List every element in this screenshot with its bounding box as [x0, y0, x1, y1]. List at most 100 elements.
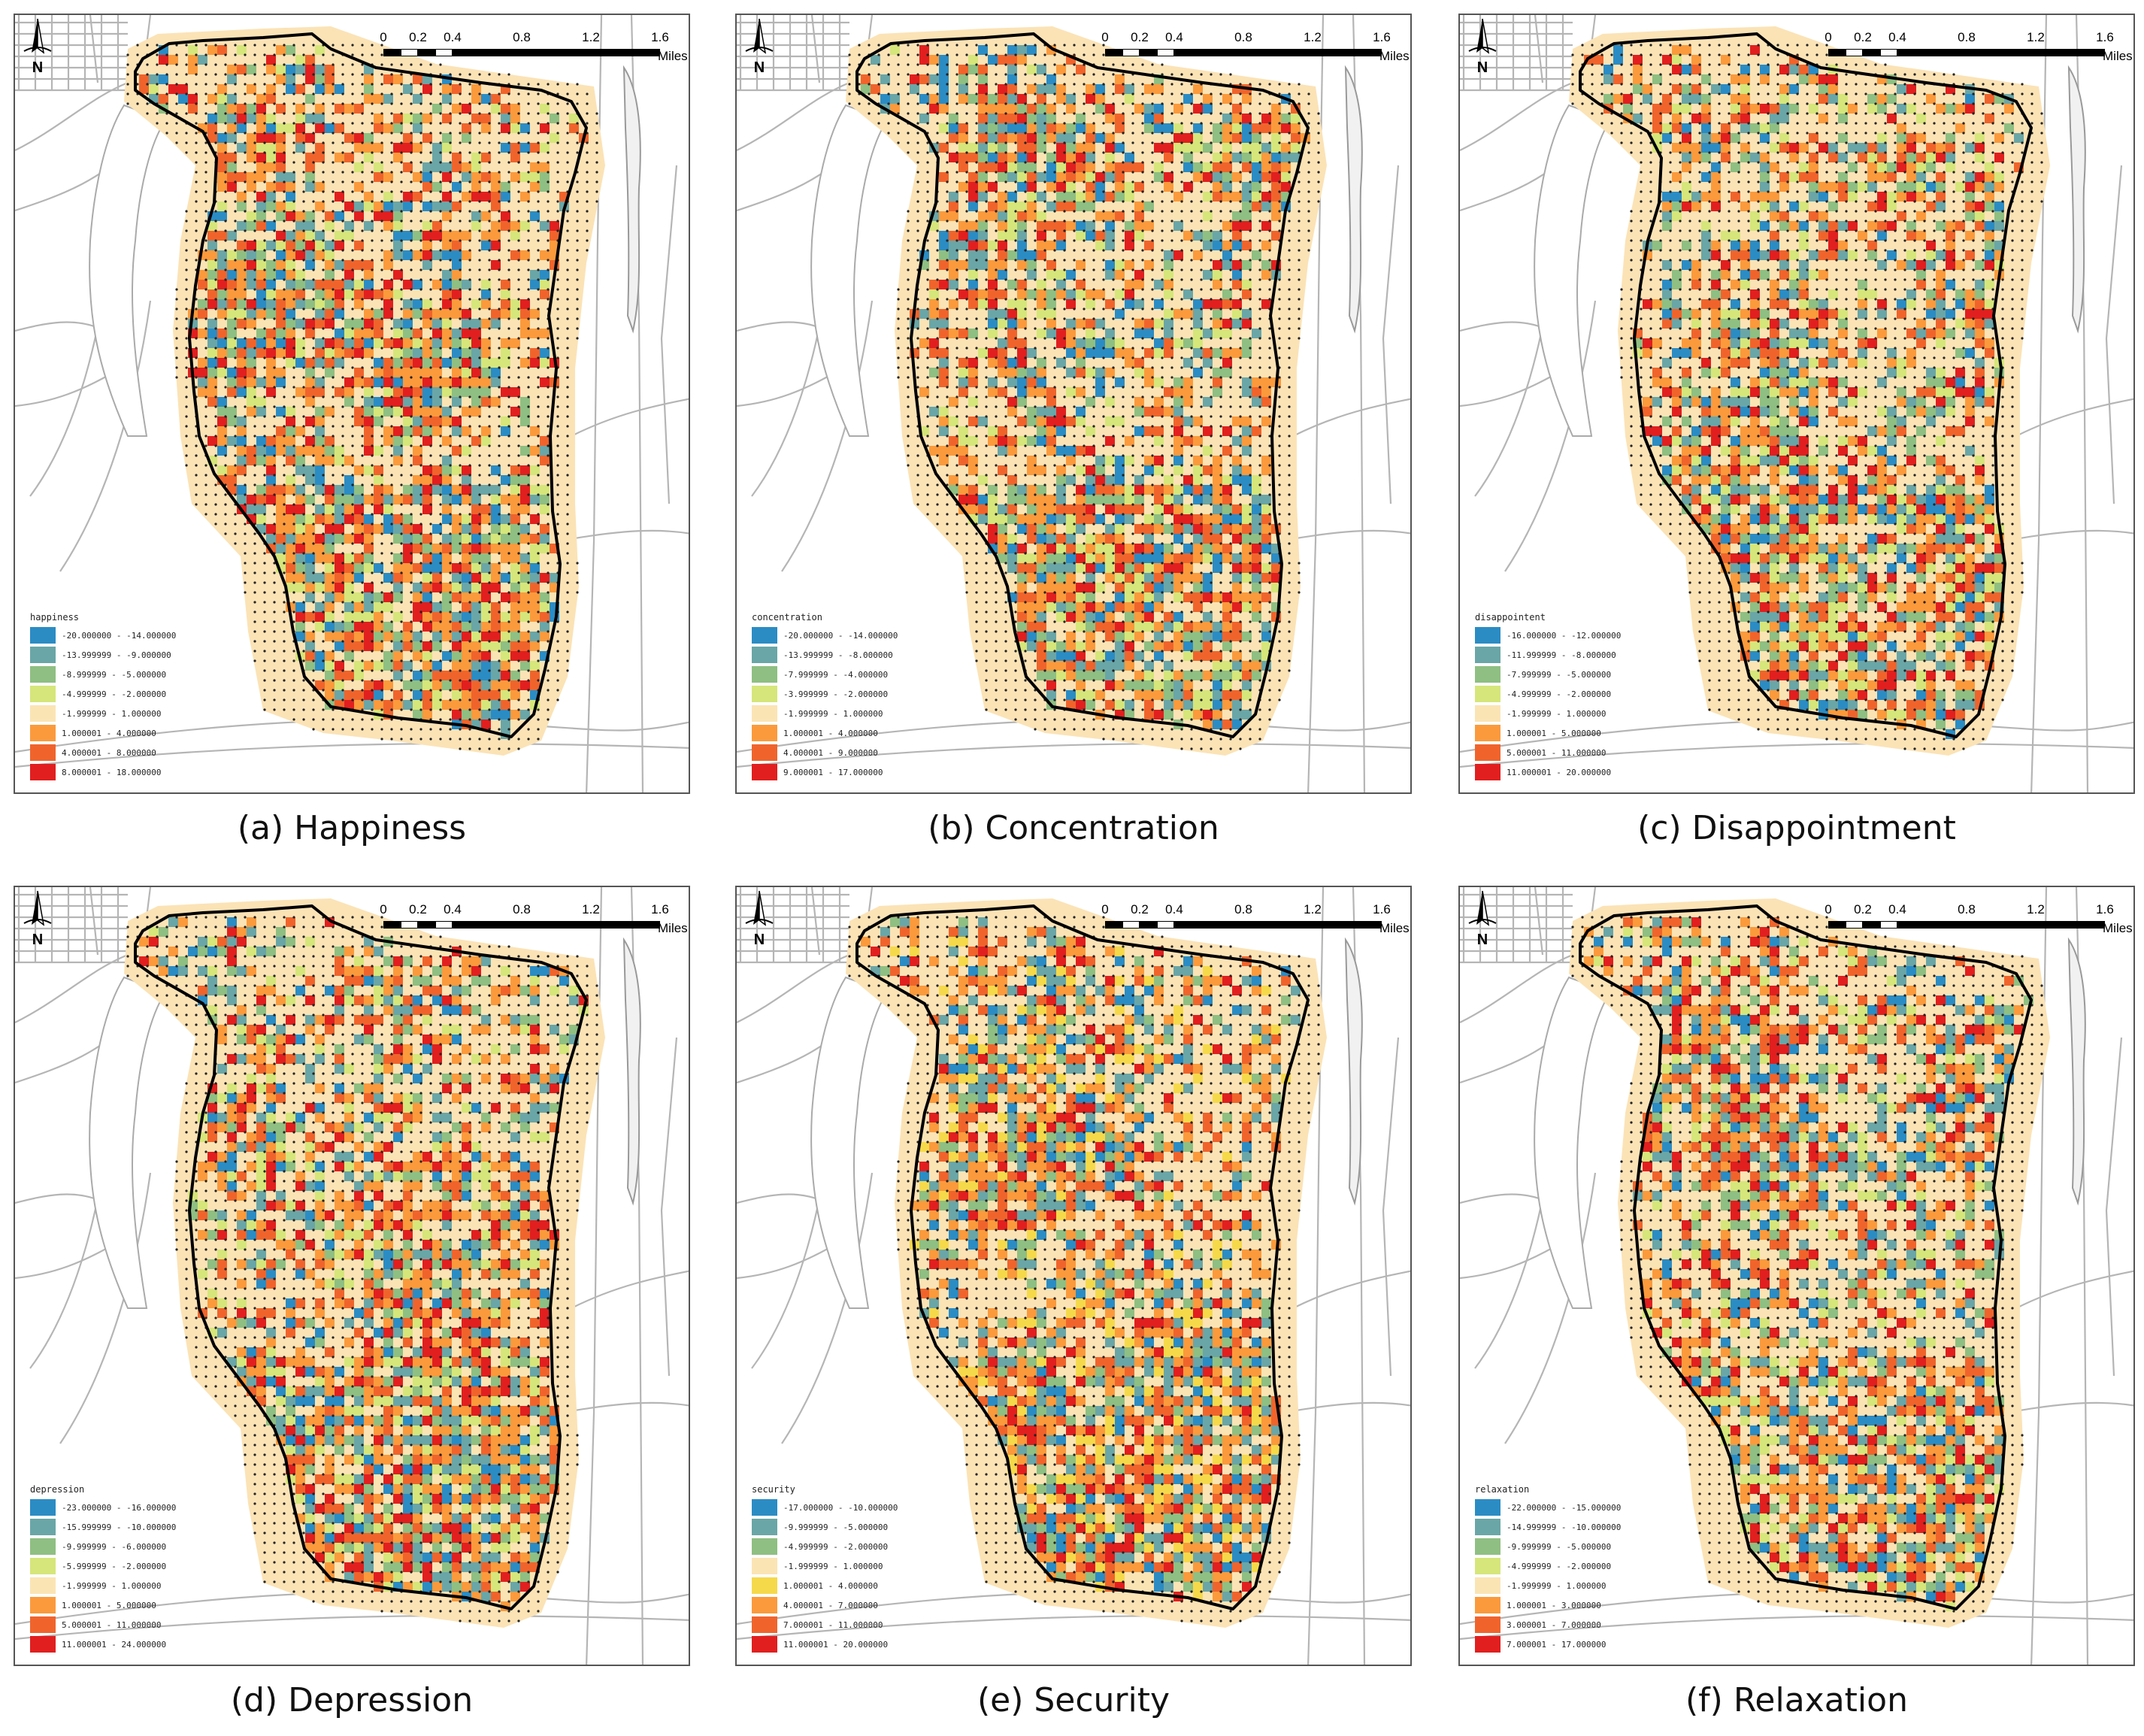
- scale-tick: 0.4: [444, 902, 462, 917]
- legend-swatch: [30, 1636, 56, 1653]
- scale-tick: 0.8: [1234, 30, 1252, 45]
- legend-swatch: [1475, 764, 1500, 780]
- scale-bar-segment: [591, 49, 660, 56]
- legend-label: 1.000001 - 3.000000: [1507, 1601, 1601, 1610]
- scale-tick: 0.8: [1958, 30, 1976, 45]
- sample-points: [126, 916, 598, 1622]
- legend-swatch: [752, 627, 777, 644]
- scale-bar-segment: [1313, 49, 1382, 56]
- legend-item: -22.000000 - -15.000000: [1475, 1498, 1663, 1517]
- legend-label: -4.999999 - -2.000000: [1507, 689, 1611, 699]
- scale-tick: 0.8: [1234, 902, 1252, 917]
- scale-tick: 0: [1101, 30, 1108, 45]
- scale-tick: 0.2: [409, 902, 427, 917]
- legend-label: 4.000001 - 8.000000: [62, 748, 156, 758]
- scale-bar-segment: [435, 49, 453, 56]
- legend-item: -4.999999 - -2.000000: [1475, 684, 1663, 704]
- legend-label: -13.999999 - -9.000000: [62, 650, 171, 660]
- hotspot-map: [15, 15, 689, 792]
- scale-bar-segment: [1880, 49, 1897, 56]
- legend-label: 5.000001 - 11.000000: [1507, 748, 1606, 758]
- scale-bar-segment: [435, 921, 453, 929]
- legend-label: -7.999999 - -5.000000: [1507, 670, 1611, 680]
- panel-caption: (e) Security: [735, 1681, 1412, 1719]
- legend-label: -4.999999 - -2.000000: [62, 689, 166, 699]
- legend-item: 1.000001 - 5.000000: [1475, 723, 1663, 743]
- scale-tick: 0: [1101, 902, 1108, 917]
- scale-bar-segment: [1313, 921, 1382, 929]
- legend: depression -23.000000 - -16.000000 -15.999…: [30, 1484, 218, 1654]
- scale-tick: 0: [1825, 902, 1831, 917]
- scale-unit: Miles: [2103, 49, 2133, 64]
- legend-label: 3.000001 - 7.000000: [1507, 1620, 1601, 1630]
- legend-item: -11.999999 - -8.000000: [1475, 645, 1663, 665]
- scale-bar-segment: [1243, 921, 1313, 929]
- legend-swatch: [1475, 705, 1500, 722]
- legend-swatch: [1475, 647, 1500, 663]
- legend-item: 5.000001 - 11.000000: [1475, 743, 1663, 762]
- legend-label: 9.000001 - 17.000000: [783, 768, 883, 777]
- legend-item: -15.999999 - -10.000000: [30, 1517, 218, 1537]
- north-label: N: [1477, 932, 1488, 947]
- legend: concentration -20.000000 - -14.000000 -13.…: [752, 612, 940, 782]
- legend-label: 11.000001 - 20.000000: [1507, 768, 1611, 777]
- legend-swatch: [752, 666, 777, 683]
- legend-label: 4.000001 - 9.000000: [783, 748, 878, 758]
- legend-item: -1.999999 - 1.000000: [30, 1576, 218, 1595]
- scale-bar-segment: [1122, 921, 1140, 929]
- panel-caption: (d) Depression: [14, 1681, 690, 1719]
- scale-tick: 1.2: [1304, 902, 1322, 917]
- scale-tick: 0.2: [1854, 902, 1872, 917]
- scale-bar-segment: [1828, 921, 1846, 929]
- north-label: N: [32, 932, 43, 947]
- study-area-boundary: [855, 32, 1310, 738]
- legend-item: -3.999999 - -2.000000: [752, 684, 940, 704]
- legend-swatch: [1475, 725, 1500, 741]
- legend-label: 7.000001 - 11.000000: [783, 1620, 883, 1630]
- scale-tick: 1.6: [651, 30, 669, 45]
- scale-bar-segment: [1157, 921, 1174, 929]
- study-area-boundary: [1579, 32, 2033, 738]
- legend-item: 1.000001 - 5.000000: [30, 1595, 218, 1615]
- north-label: N: [754, 59, 765, 75]
- legend-swatch: [1475, 666, 1500, 683]
- scale-bar-segment: [1846, 921, 1863, 929]
- panel-caption: (c) Disappointment: [1458, 809, 2135, 847]
- legend-swatch: [30, 627, 56, 644]
- legend-swatch: [752, 764, 777, 780]
- legend-swatch: [30, 1597, 56, 1613]
- scale-tick: 0: [380, 30, 386, 45]
- legend-label: -5.999999 - -2.000000: [62, 1562, 166, 1571]
- legend-label: -3.999999 - -2.000000: [783, 689, 888, 699]
- legend-item: -1.999999 - 1.000000: [1475, 1576, 1663, 1595]
- north-arrow-icon: N: [1468, 18, 1497, 75]
- north-label: N: [754, 932, 765, 947]
- legend-item: -1.999999 - 1.000000: [752, 704, 940, 723]
- scale-tick: 0.4: [1888, 902, 1906, 917]
- legend-swatch: [752, 686, 777, 702]
- legend-item: 1.000001 - 3.000000: [1475, 1595, 1663, 1615]
- legend-label: -14.999999 - -10.000000: [1507, 1522, 1621, 1532]
- scale-bar-segment: [1243, 49, 1313, 56]
- legend-label: -4.999999 - -2.000000: [1507, 1562, 1611, 1571]
- scale-tick: 0.8: [1958, 902, 1976, 917]
- legend-label: -9.999999 - -6.000000: [62, 1542, 166, 1552]
- scale-bar-segment: [522, 49, 591, 56]
- legend-item: 1.000001 - 4.000000: [30, 723, 218, 743]
- scale-tick: 0.8: [513, 30, 531, 45]
- legend-item: 11.000001 - 24.000000: [30, 1635, 218, 1654]
- panel-caption: (b) Concentration: [735, 809, 1412, 847]
- scale-tick: 0.2: [409, 30, 427, 45]
- legend-swatch: [30, 1519, 56, 1535]
- legend-item: 1.000001 - 4.000000: [752, 1576, 940, 1595]
- sample-points: [1571, 44, 2043, 750]
- scale-unit: Miles: [658, 49, 688, 64]
- scale-bar-segment: [2036, 921, 2105, 929]
- legend-swatch: [1475, 1499, 1500, 1516]
- legend-swatch: [752, 1597, 777, 1613]
- legend-item: 4.000001 - 9.000000: [752, 743, 940, 762]
- scale-bar-segment: [1105, 49, 1122, 56]
